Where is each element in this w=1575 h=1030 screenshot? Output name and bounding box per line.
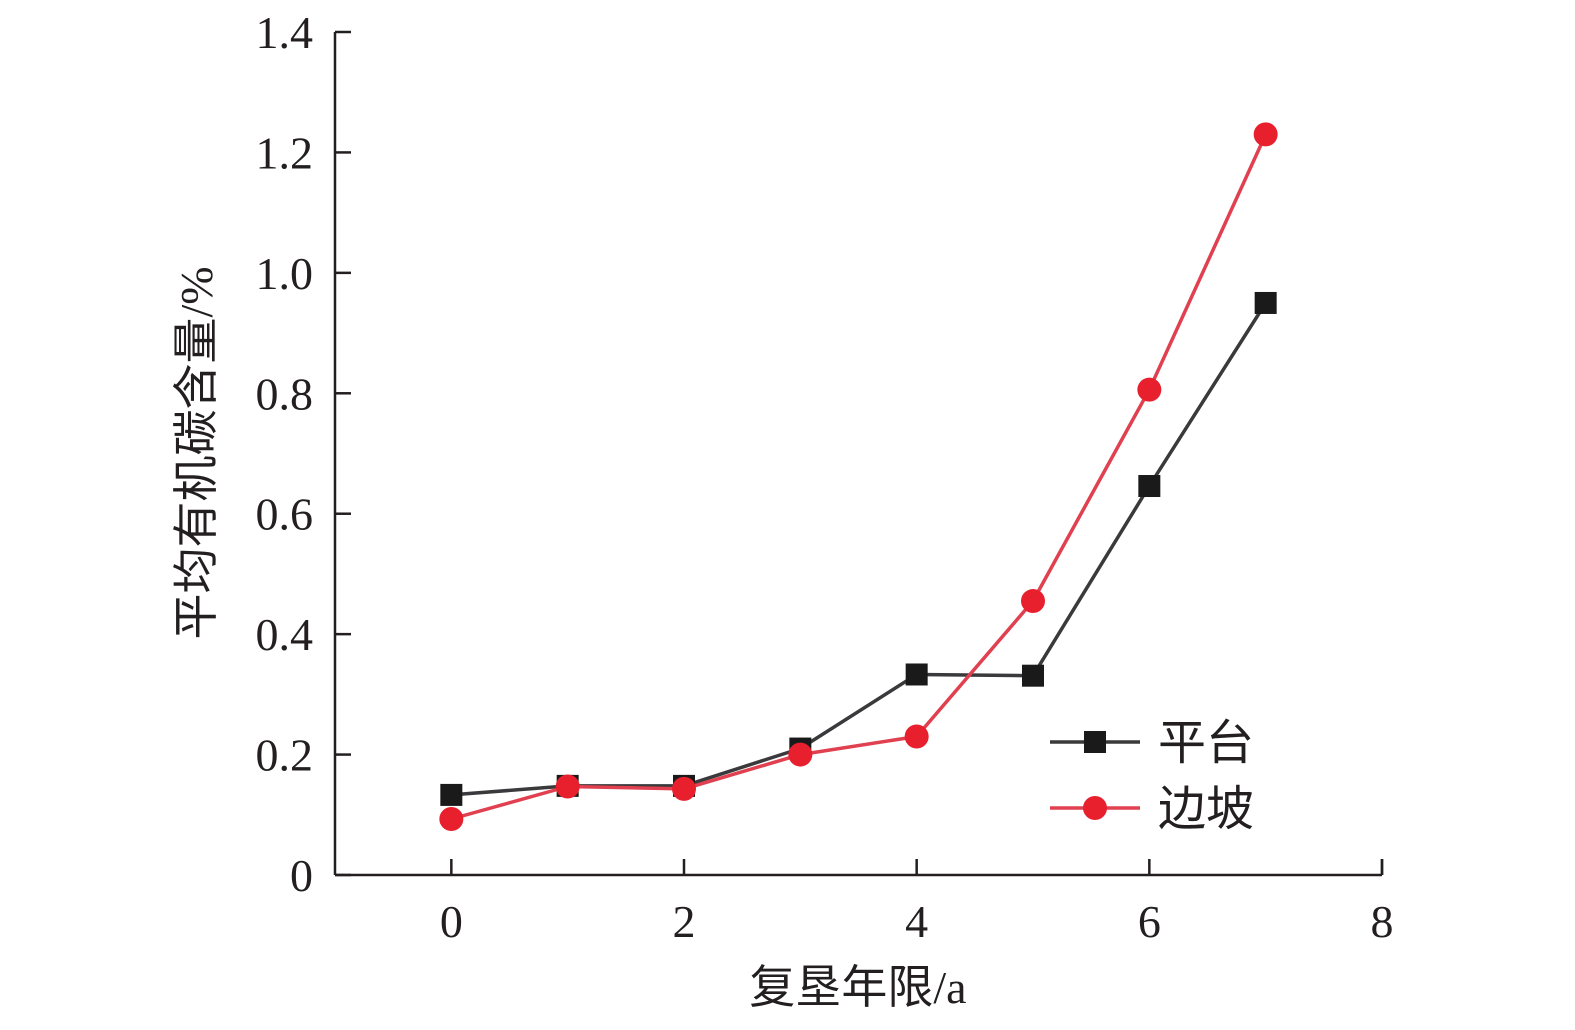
x-tick-label: 8 — [1371, 896, 1394, 947]
y-tick-label: 1.0 — [256, 248, 314, 299]
x-tick-label: 4 — [905, 896, 928, 947]
data-point-circle — [1021, 589, 1045, 614]
data-point-circle — [1137, 377, 1162, 402]
data-point-square — [1022, 664, 1044, 687]
y-tick-label: 1.4 — [256, 7, 314, 58]
series-line — [451, 302, 1268, 797]
y-tick-label: 1.2 — [256, 127, 314, 178]
series-square — [440, 291, 1277, 806]
legend-label: 平台 — [1158, 717, 1254, 770]
y-tick-label: 0.6 — [256, 489, 314, 540]
data-point-square — [1254, 291, 1277, 314]
data-point-square — [905, 663, 928, 686]
legend-marker-circle — [1083, 796, 1107, 820]
data-point-circle — [904, 724, 929, 749]
y-tick-label: 0.4 — [256, 609, 314, 660]
data-point-circle — [555, 774, 580, 799]
series-line — [450, 133, 1268, 821]
legend-marker-square — [1084, 731, 1106, 753]
x-tick-label: 0 — [440, 896, 463, 947]
legend-item: 平台 — [1050, 717, 1254, 770]
data-point-square — [440, 783, 463, 806]
data-point-square — [1138, 475, 1161, 498]
data-point-circle — [788, 742, 813, 767]
axes: 0 0.2 0.4 0.6 0.8 1.0 1.2 1.4 0 2 4 6 8 — [256, 7, 1394, 947]
data-point-circle — [1253, 122, 1278, 147]
y-tick-label: 0 — [290, 850, 313, 901]
x-tick-label: 2 — [673, 896, 696, 947]
y-tick-label: 0.8 — [256, 368, 314, 419]
y-axis-title: 平均有机碳含量/% — [171, 266, 222, 639]
series-layer — [439, 122, 1278, 832]
data-point-circle — [672, 776, 696, 801]
series-circle — [439, 122, 1278, 832]
y-tick-label: 0.2 — [256, 730, 314, 781]
x-axis-title: 复垦年限/a — [749, 962, 966, 1013]
data-point-circle — [439, 807, 464, 832]
legend-item: 边坡 — [1050, 783, 1254, 836]
x-tick-label: 6 — [1138, 896, 1161, 947]
legend-label: 边坡 — [1158, 783, 1254, 836]
